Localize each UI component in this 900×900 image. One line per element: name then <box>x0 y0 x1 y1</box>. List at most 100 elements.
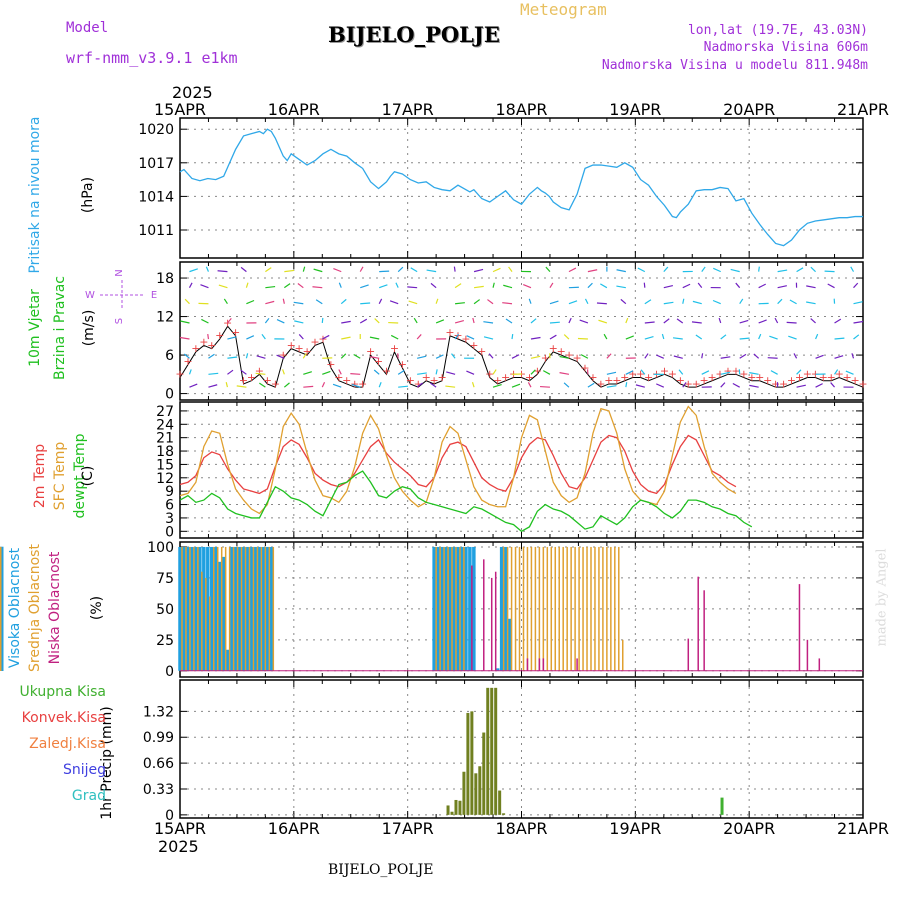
wind-arrow <box>606 371 617 375</box>
wind-marker: + <box>843 371 852 384</box>
y-tick-label: 0.99 <box>143 730 174 746</box>
compass-letter: E <box>151 290 157 301</box>
wind-arrow <box>353 353 361 359</box>
wind-marker: + <box>477 345 486 358</box>
wind-marker: + <box>787 374 796 387</box>
bar-visoka-oblacnost <box>241 546 246 671</box>
x-tick-label-bottom: 15APR <box>154 819 206 838</box>
wind-arrow <box>739 337 750 340</box>
x-tick-label-bottom: 18APR <box>495 819 547 838</box>
wind-arrow <box>265 267 272 273</box>
wind-arrow <box>397 266 404 273</box>
wind-arrow <box>853 334 860 340</box>
wind-marker: + <box>310 336 319 349</box>
wind-marker: + <box>422 371 431 384</box>
x-tick-label-top: 17APR <box>382 100 434 119</box>
wind-arrow <box>265 300 275 305</box>
bar-srednja-oblacnost <box>602 546 604 671</box>
wind-arrow <box>730 268 740 273</box>
wind-arrow <box>284 269 295 273</box>
wind-arrow <box>395 282 399 288</box>
wind-arrow <box>341 320 351 324</box>
wind-arrow <box>188 369 192 375</box>
bar-srednja-oblacnost <box>213 546 215 671</box>
wind-arrow <box>712 299 721 305</box>
wind-marker: + <box>247 371 256 384</box>
series-dewpt-temp <box>179 470 753 533</box>
wind-marker: + <box>461 332 470 345</box>
wind-arrow <box>758 283 766 289</box>
wind-marker: + <box>557 345 566 358</box>
wind-arrow <box>417 355 427 359</box>
y-tick-label: 0.33 <box>143 782 174 798</box>
wind-arrow <box>492 369 497 375</box>
wind-arrow <box>276 354 285 359</box>
wind-arrow <box>294 320 304 324</box>
wind-arrow <box>416 382 423 388</box>
wind-marker: + <box>485 368 494 381</box>
x-tick-label-top: 20APR <box>723 100 775 119</box>
wind-arrow <box>298 334 304 340</box>
wind-arrow <box>758 266 760 272</box>
wind-arrow <box>644 353 649 359</box>
wind-arrow <box>663 301 674 305</box>
app-title: Meteogram <box>520 0 607 19</box>
wind-arrow <box>293 301 304 305</box>
wind-arrow <box>359 318 368 324</box>
y-tick-label: 12 <box>156 471 174 487</box>
wind-arrow <box>492 282 495 288</box>
y-tick-label: 21 <box>156 431 174 447</box>
bar-visoka-oblacnost <box>0 650 4 671</box>
wind-arrow <box>549 282 554 288</box>
bar-srednja-oblacnost <box>216 546 219 671</box>
wind-arrow <box>451 353 456 359</box>
wind-marker: + <box>215 329 224 342</box>
bar-srednja-oblacnost <box>522 546 525 671</box>
wind-arrow <box>810 266 816 273</box>
wind-marker: + <box>382 364 391 377</box>
wind-arrow <box>430 382 437 388</box>
bar-visoka-oblacnost <box>237 546 242 671</box>
wind-marker: + <box>231 326 240 339</box>
y-tick-label: 1011 <box>138 223 174 239</box>
wind-marker: + <box>755 371 764 384</box>
bar-srednja-oblacnost <box>582 546 584 671</box>
wind-arrow <box>834 337 845 340</box>
bar-srednja-oblacnost <box>614 546 616 671</box>
bar-srednja-oblacnost <box>578 546 580 671</box>
wind-arrow <box>297 283 304 289</box>
bar-srednja-oblacnost <box>530 546 533 671</box>
bar-niska-oblacnost <box>806 639 809 671</box>
wind-arrow <box>261 333 266 340</box>
wind-arrow <box>341 336 351 340</box>
wind-arrow <box>789 299 797 305</box>
bar-visoka-oblacnost <box>202 546 206 671</box>
y-tick-label: 0 <box>165 664 174 680</box>
y-tick-label: 6 <box>165 348 174 364</box>
wind-arrow <box>276 319 285 324</box>
footer-location: BIJELO_POLJE <box>328 862 434 878</box>
wind-arrow <box>786 321 797 324</box>
x-tick-label-bottom: 16APR <box>268 819 320 838</box>
wind-arrow <box>302 266 306 272</box>
wind-arrow <box>845 370 854 375</box>
wind-marker: + <box>620 371 629 384</box>
y-tick-label: 18 <box>156 271 174 287</box>
wind-arrow <box>530 336 541 340</box>
wind-arrow <box>416 334 422 340</box>
wind-arrow <box>815 333 819 340</box>
wind-marker: + <box>469 339 478 352</box>
panel-wind: 061218++++++++++++++++++++++++++++++++++… <box>156 261 868 403</box>
wind-marker: + <box>199 336 208 349</box>
wind-arrow <box>720 382 726 388</box>
wind-arrow <box>549 321 560 324</box>
y-tick-label: 1014 <box>138 189 174 205</box>
wind-arrow <box>340 298 347 305</box>
bar-ukupna-kisa <box>494 687 498 815</box>
legend-convective-rain: Konvek.Kisa <box>21 710 106 726</box>
bar-srednja-oblacnost <box>594 546 596 671</box>
y-tick-label: 9 <box>165 484 174 500</box>
wind-arrow <box>542 370 551 375</box>
bar-visoka-oblacnost <box>460 546 464 671</box>
wind-arrow <box>492 384 502 388</box>
